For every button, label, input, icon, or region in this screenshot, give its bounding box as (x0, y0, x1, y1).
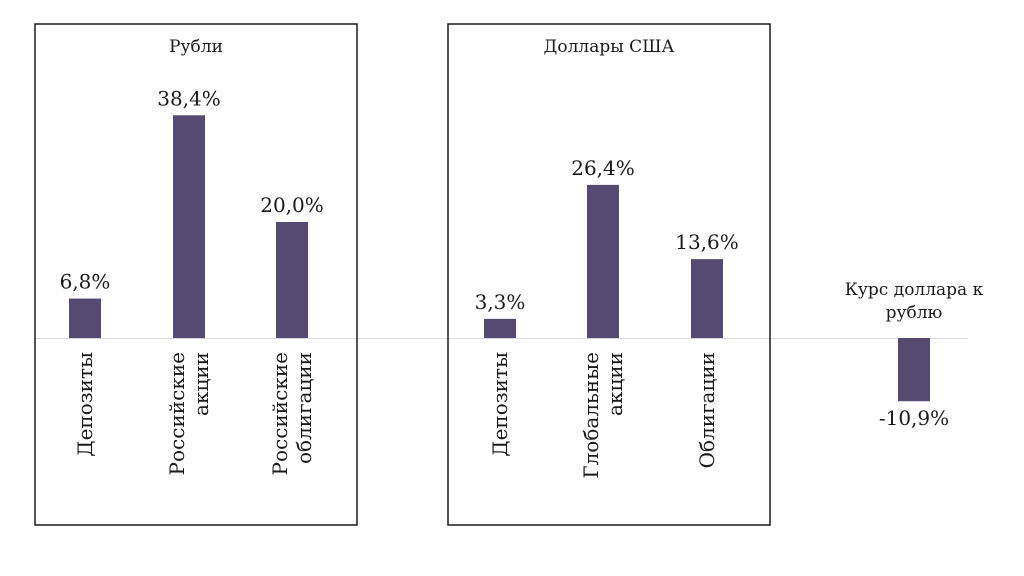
bar-russian-bonds (276, 222, 308, 338)
value-label-deposits-rub: 6,8% (60, 270, 111, 294)
panel-frame-rubles (34, 23, 358, 526)
panel-frame-usd (447, 23, 771, 526)
category-label-russian-bonds: Российскиеоблигации (268, 352, 316, 475)
bars-layer: 6,8% Депозиты 38,4% Российскиеакции 20,0% Рос… (60, 86, 984, 478)
value-label-russian-stocks: 38,4% (157, 86, 221, 110)
value-label-deposits-usd: 3,3% (475, 290, 526, 314)
bar-usd-rub-rate (898, 338, 930, 402)
category-label-deposits-rub: Депозиты (73, 352, 97, 457)
panel-title-usd: Доллары США (544, 37, 675, 57)
bar-bonds-usd (691, 259, 723, 338)
bar-deposits-rub (69, 298, 101, 338)
category-label-bonds-usd: Облигации (695, 352, 719, 468)
bar-deposits-usd (484, 318, 516, 338)
value-label-bonds-usd: 13,6% (675, 230, 739, 254)
category-label-deposits-usd: Депозиты (488, 352, 512, 457)
category-label-global-stocks: Глобальныеакции (579, 352, 627, 479)
value-label-usd-rub-rate: -10,9% (879, 406, 949, 430)
bar-russian-stocks (173, 115, 205, 338)
category-label-russian-stocks: Российскиеакции (165, 352, 213, 475)
bar-global-stocks (587, 184, 619, 338)
panel-title-rubles: Рубли (169, 37, 223, 57)
category-label-usd-rub-rate: Курс доллара к рублю (845, 280, 984, 323)
value-label-global-stocks: 26,4% (571, 156, 635, 180)
value-label-russian-bonds: 20,0% (260, 193, 324, 217)
